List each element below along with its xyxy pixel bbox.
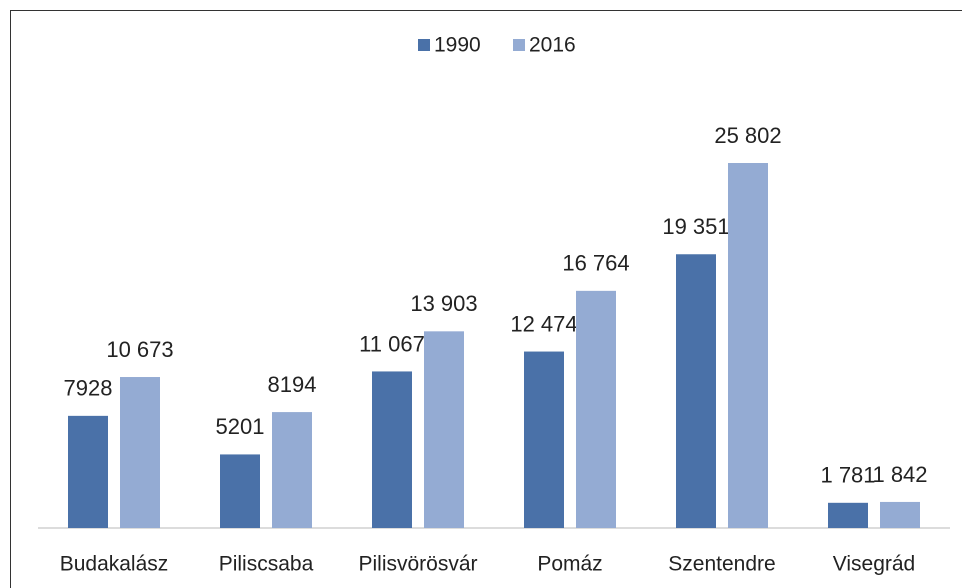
x-tick-label: Budakalász bbox=[60, 553, 169, 576]
data-label: 8194 bbox=[268, 372, 317, 397]
bar bbox=[272, 412, 312, 528]
legend-swatch bbox=[418, 39, 430, 51]
bar bbox=[220, 454, 260, 528]
bar bbox=[576, 290, 616, 528]
bar bbox=[524, 351, 564, 528]
bar bbox=[828, 502, 868, 528]
data-label: 16 764 bbox=[562, 251, 629, 276]
data-label: 25 802 bbox=[714, 123, 781, 148]
data-label: 10 673 bbox=[106, 337, 173, 362]
legend-label: 1990 bbox=[434, 34, 481, 57]
data-label: 7928 bbox=[64, 376, 113, 401]
legend-label: 2016 bbox=[529, 34, 576, 57]
data-label: 19 351 bbox=[662, 214, 729, 239]
data-label: 12 474 bbox=[510, 311, 577, 336]
legend-swatch bbox=[513, 39, 525, 51]
data-label: 1 842 bbox=[872, 462, 927, 487]
data-label: 13 903 bbox=[410, 291, 477, 316]
x-tick-label: Visegrád bbox=[833, 553, 916, 576]
data-label: 11 067 bbox=[359, 331, 425, 356]
x-tick-label: Pomáz bbox=[537, 553, 602, 576]
bar bbox=[424, 331, 464, 528]
bar bbox=[880, 501, 920, 528]
data-label: 1 781 bbox=[820, 463, 875, 488]
data-label: 5201 bbox=[216, 414, 265, 439]
bar bbox=[676, 254, 716, 528]
x-tick-label: Piliscsaba bbox=[219, 553, 314, 576]
x-tick-label: Szentendre bbox=[668, 553, 775, 576]
x-tick-label: Pilisvörösvár bbox=[358, 553, 477, 576]
bar bbox=[372, 371, 412, 528]
bar bbox=[68, 415, 108, 528]
bar bbox=[728, 163, 768, 528]
chart-frame bbox=[10, 10, 962, 588]
bar bbox=[120, 377, 160, 528]
